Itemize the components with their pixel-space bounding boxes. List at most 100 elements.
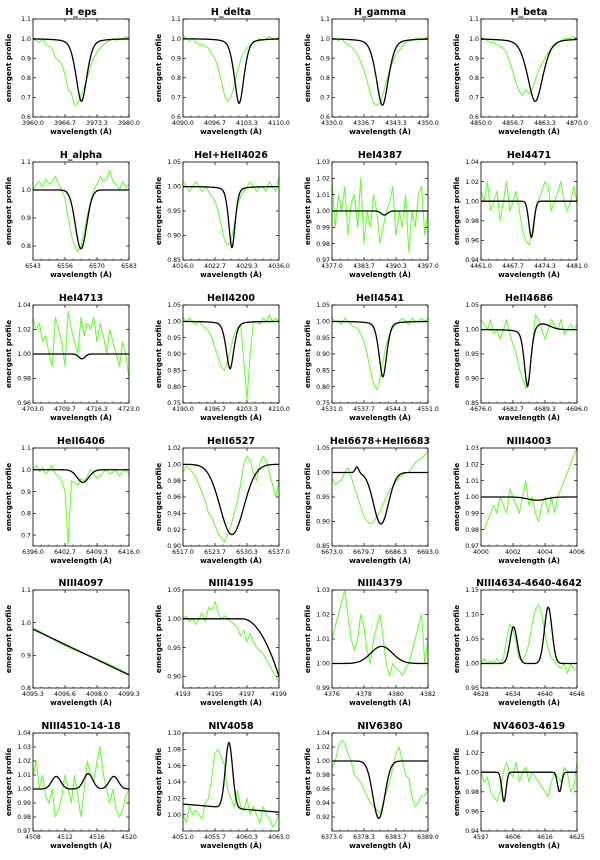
x-axis-label: wavelength (Å): [50, 841, 112, 850]
observed-spectrum-line: [332, 450, 428, 525]
observed-spectrum-line: [33, 746, 129, 818]
x-tick-label: 4508: [25, 834, 41, 841]
y-tick-label: 0.96: [465, 809, 479, 816]
y-tick-label: 0.85: [316, 368, 330, 375]
y-tick-label: 1.00: [316, 208, 330, 215]
y-tick-label: 1.0: [171, 36, 181, 43]
y-tick-label: 0.94: [167, 511, 181, 518]
y-tick-label: 0.8: [21, 243, 31, 250]
y-tick-label: 0.95: [167, 208, 181, 215]
y-tick-label: 0.7: [21, 95, 31, 102]
y-tick-label: 1.1: [21, 16, 31, 23]
y-axis-label: emergent profile: [4, 463, 13, 531]
y-tick-label: 0.99: [17, 800, 31, 807]
x-tick-label: 4537.7: [353, 406, 375, 413]
y-tick-label: 0.80: [316, 384, 330, 391]
x-tick-label: 6378.3: [353, 834, 375, 841]
x-tick-label: 6416.0: [118, 549, 140, 556]
y-tick-label: 1.05: [465, 636, 479, 643]
y-tick-label: 0.95: [316, 494, 330, 501]
observed-spectrum-line: [332, 36, 428, 106]
y-tick-label: 0.90: [465, 376, 479, 383]
x-tick-label: 4336.7: [353, 120, 375, 127]
y-tick-label: 1.04: [465, 730, 479, 737]
x-tick-label: 6523.7: [204, 549, 226, 556]
x-tick-label: 4467.7: [502, 263, 524, 270]
y-tick-label: 1.1: [469, 16, 479, 23]
x-tick-label: 4095.3: [22, 691, 44, 698]
model-profile-line: [33, 353, 129, 360]
panel-title: HeII4200: [207, 293, 255, 304]
y-tick-label: 0.9: [21, 215, 31, 222]
x-tick-label: 4004: [537, 549, 553, 556]
x-tick-label: 6409.3: [86, 549, 108, 556]
model-profile-line: [481, 200, 577, 238]
panel-h-gamma: 4330.0 4336.7 4343.3 4350.0 0.6 0.7 0.8 0.9 1.0 1…: [303, 7, 439, 136]
y-tick-label: 1.03: [316, 587, 330, 594]
model-profile-line: [183, 741, 279, 813]
y-tick-label: 0.98: [465, 789, 479, 796]
x-tick-label: 4703.0: [22, 406, 44, 413]
x-tick-label: 4190.0: [172, 406, 194, 413]
y-tick-label: 1.00: [465, 494, 479, 501]
y-tick-label: 1.0: [320, 36, 330, 43]
y-tick-label: 0.6: [171, 114, 181, 121]
y-axis-label: emergent profile: [154, 320, 163, 388]
panel-title: NIII4379: [358, 578, 403, 589]
y-tick-label: 1.05: [316, 302, 330, 309]
panel-title: NIII4097: [59, 578, 104, 589]
y-tick-label: 1.00: [316, 319, 330, 326]
x-tick-label: 4199: [271, 691, 287, 698]
y-tick-label: 1.00: [465, 769, 479, 776]
x-axis-label: wavelength (Å): [498, 841, 560, 850]
panel-title: NIII4195: [209, 578, 254, 589]
y-tick-label: 1.01: [465, 478, 479, 485]
y-tick-label: 1.00: [167, 616, 181, 623]
observed-spectrum-line: [183, 748, 279, 828]
x-axis-label: wavelength (Å): [200, 413, 262, 422]
y-tick-label: 0.98: [316, 241, 330, 248]
x-tick-label: 6556: [57, 263, 73, 270]
y-tick-label: 1.04: [167, 779, 181, 786]
y-tick-label: 1.0: [21, 467, 31, 474]
model-profile-line: [33, 628, 129, 676]
x-axis-label: wavelength (Å): [50, 127, 112, 136]
x-tick-label: 6402.7: [54, 549, 76, 556]
y-tick-label: 0.6: [469, 114, 479, 121]
y-tick-label: 1.01: [316, 192, 330, 199]
y-tick-label: 0.95: [316, 335, 330, 342]
panel-heii4541: 4531.0 4537.7 4544.3 4551.0 0.75 0.80 0.85 0.90…: [303, 293, 439, 422]
y-axis-label: emergent profile: [303, 748, 312, 816]
y-tick-label: 0.92: [316, 814, 330, 821]
y-tick-label: 0.9: [21, 489, 31, 496]
y-tick-label: 1.00: [167, 319, 181, 326]
x-tick-label: 4036.0: [268, 263, 290, 270]
x-tick-label: 4646: [569, 691, 585, 698]
y-tick-label: 1.05: [167, 587, 181, 594]
y-tick-label: 1.15: [465, 587, 479, 594]
x-tick-label: 4544.3: [385, 406, 407, 413]
panel-hei-heii4026: 4016.0 4022.7 4029.3 4036.0 0.85 0.90 0.95 1.00…: [154, 150, 290, 279]
y-tick-label: 0.90: [167, 233, 181, 240]
x-tick-label: 6537.0: [268, 549, 290, 556]
observed-spectrum-line: [332, 739, 428, 815]
panel-title: HeI4713: [59, 293, 103, 304]
x-tick-label: 4098.0: [86, 691, 108, 698]
y-tick-label: 1.00: [17, 351, 31, 358]
panel-title: HeI6678+HeII6683: [330, 436, 430, 447]
y-axis-label: emergent profile: [452, 748, 461, 816]
panel-niii4003: 4000 4002 4004 4006 0.97 0.98 0.99 1.00 1.01 1.02…: [452, 436, 585, 565]
x-axis-label: wavelength (Å): [349, 556, 411, 565]
x-axis-label: wavelength (Å): [50, 698, 112, 707]
y-axis-label: emergent profile: [4, 748, 13, 816]
x-tick-label: 4110.0: [268, 120, 290, 127]
x-axis-label: wavelength (Å): [498, 270, 560, 279]
x-tick-label: 4850.0: [470, 120, 492, 127]
model-profile-line: [481, 606, 577, 665]
y-tick-label: 1.00: [316, 758, 330, 765]
model-profile-line: [332, 645, 428, 665]
y-tick-label: 1.04: [17, 302, 31, 309]
observed-spectrum-line: [332, 590, 428, 677]
